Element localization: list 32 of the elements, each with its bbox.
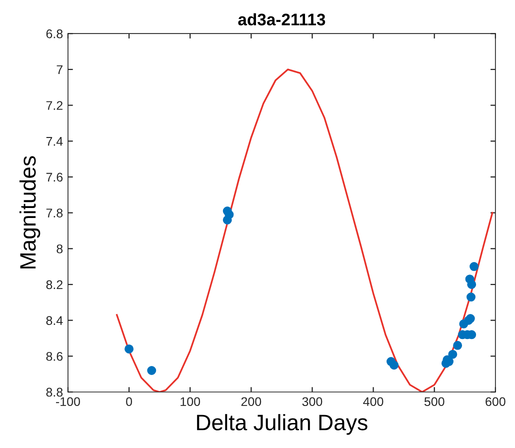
x-tick-label: 0 bbox=[126, 397, 132, 406]
y-tick-label: 6.8 bbox=[46, 29, 63, 38]
x-tick-label: 300 bbox=[302, 397, 322, 406]
point bbox=[448, 350, 458, 359]
point bbox=[390, 360, 399, 370]
y-tick-label: 8.8 bbox=[46, 388, 63, 397]
point bbox=[466, 292, 476, 302]
x-tick-label: 100 bbox=[180, 397, 200, 406]
y-tick-label: 7.2 bbox=[46, 101, 62, 110]
y-tick-label: 7.8 bbox=[46, 208, 63, 218]
y-tick-label: 8.4 bbox=[46, 316, 63, 325]
point bbox=[470, 262, 479, 272]
chart-title: ad3a-21113 bbox=[238, 13, 326, 26]
y-tick-label: 7 bbox=[56, 65, 62, 74]
point bbox=[124, 344, 134, 354]
y-tick-label: 8.2 bbox=[46, 280, 62, 290]
y-tick-label: 7.4 bbox=[46, 137, 63, 146]
point bbox=[467, 280, 476, 289]
y-tick-label: 7.6 bbox=[46, 172, 63, 182]
x-tick-label: 600 bbox=[486, 397, 506, 406]
point bbox=[222, 215, 232, 224]
point bbox=[147, 366, 156, 375]
x-tick-label: 200 bbox=[241, 397, 262, 406]
x-tick-label: 400 bbox=[363, 397, 384, 406]
line-series bbox=[116, 68, 494, 392]
x-axis-title: Delta Julian Days bbox=[197, 414, 368, 435]
y-axis-title: Magnitudes bbox=[19, 156, 40, 268]
y-tick-label: 8 bbox=[56, 244, 63, 254]
y-tick-label: 8.6 bbox=[46, 352, 63, 361]
x-tick-label: -100 bbox=[56, 397, 80, 406]
x-tick-label: 500 bbox=[424, 397, 444, 406]
point bbox=[453, 340, 462, 350]
